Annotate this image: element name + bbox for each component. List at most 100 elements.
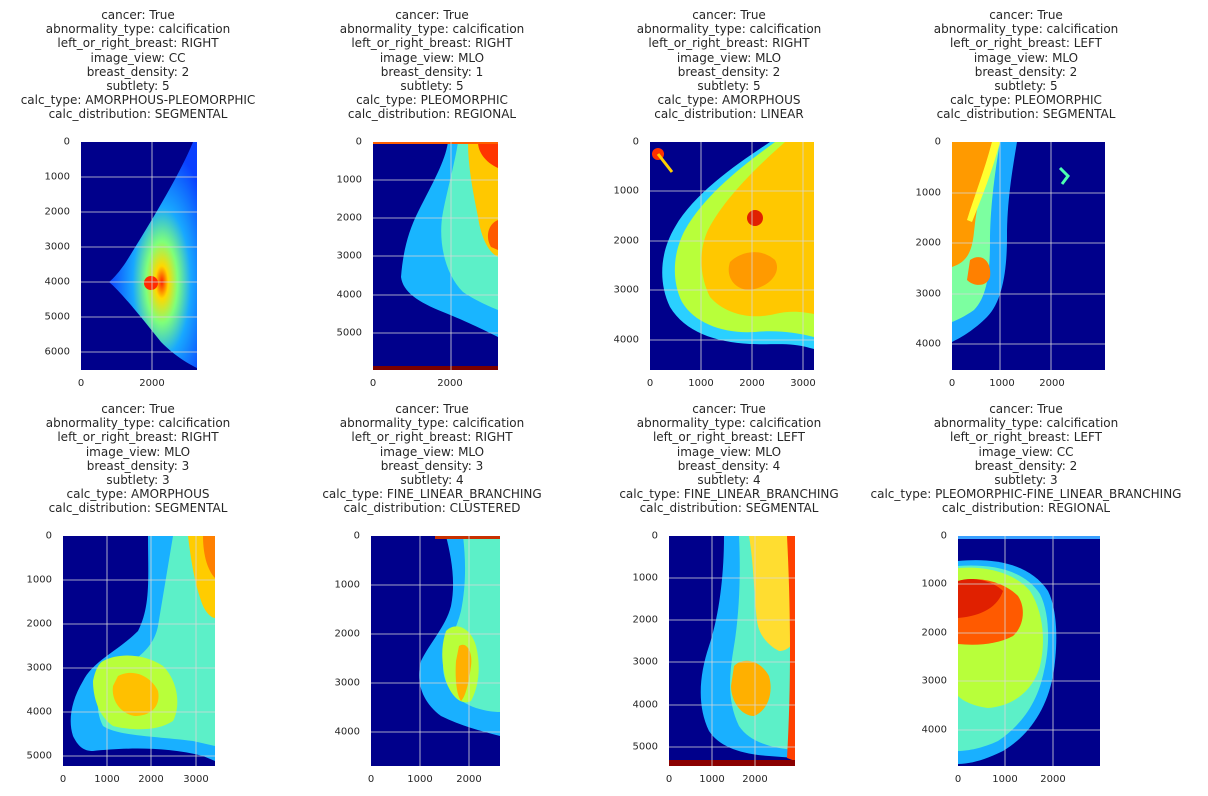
y-tick-label: 1000	[915, 187, 941, 199]
title-line: cancer: True	[395, 8, 469, 22]
title-line: abnormality_type: calcification	[933, 416, 1119, 431]
title-line: left_or_right_breast: RIGHT	[351, 36, 513, 51]
y-tick-label: 2000	[44, 206, 70, 218]
y-tick-label: 0	[353, 530, 360, 542]
title-line: left_or_right_breast: RIGHT	[351, 430, 513, 445]
title-line: calc_distribution: CLUSTERED	[343, 501, 521, 516]
y-tick-label: 5000	[44, 311, 70, 323]
y-tick-label: 1000	[336, 174, 362, 186]
title-line: calc_distribution: REGIONAL	[347, 107, 517, 122]
title-line: image_view: CC	[90, 50, 186, 65]
title-line: calc_distribution: REGIONAL	[941, 501, 1111, 516]
title-line: cancer: True	[101, 402, 175, 416]
x-tick-label: 0	[77, 378, 85, 389]
title-line: calc_type: PLEOMORPHIC-FINE_LINEAR_BRANC…	[870, 487, 1182, 502]
y-tick-label: 3000	[44, 241, 70, 253]
x-tick-label: 1000	[992, 774, 1018, 785]
y-tick-label: 2000	[334, 628, 360, 640]
title-line: calc_type: AMORPHOUS	[66, 487, 210, 502]
title-line: subtlety: 5	[106, 79, 170, 94]
mammogram-image	[650, 142, 814, 370]
title-line: abnormality_type: calcification	[45, 22, 231, 37]
y-tick-label: 4000	[334, 726, 360, 738]
y-tick-label: 0	[45, 530, 52, 542]
mammogram-image	[373, 142, 498, 370]
y-tick-label: 1000	[632, 572, 658, 584]
y-tick-label: 3000	[336, 250, 362, 262]
title-line: calc_distribution: SEGMENTAL	[639, 501, 819, 516]
title-line: breast_density: 2	[974, 64, 1078, 79]
title-line: abnormality_type: calcification	[636, 416, 822, 431]
y-tick-label: 3000	[921, 675, 947, 687]
title-line: cancer: True	[989, 8, 1063, 22]
mammogram-image	[669, 536, 795, 766]
x-tick-label: 0	[59, 774, 67, 785]
title-line: calc_distribution: SEGMENTAL	[48, 107, 228, 122]
title-line: calc_type: AMORPHOUS-PLEOMORPHIC	[20, 93, 256, 108]
y-tick-label: 1000	[613, 185, 639, 197]
title-line: left_or_right_breast: LEFT	[652, 430, 806, 445]
y-tick-label: 5000	[632, 741, 658, 753]
y-tick-label: 6000	[44, 346, 70, 358]
y-tick-label: 1000	[921, 578, 947, 590]
title-line: cancer: True	[395, 402, 469, 416]
y-tick-label: 3000	[334, 677, 360, 689]
x-tick-label: 1000	[699, 774, 725, 785]
title-line: breast_density: 2	[974, 458, 1078, 473]
title-line: breast_density: 2	[86, 64, 190, 79]
y-tick-label: 3000	[26, 662, 52, 674]
title-line: breast_density: 2	[677, 64, 781, 79]
subplot-title: cancer: True abnormality_type: calcifica…	[21, 8, 256, 122]
title-line: image_view: MLO	[676, 50, 782, 65]
y-tick-label: 2000	[26, 618, 52, 630]
y-tick-label: 4000	[336, 289, 362, 301]
y-tick-label: 5000	[26, 750, 52, 762]
title-line: abnormality_type: calcification	[45, 416, 231, 431]
x-tick-label: 2000	[1039, 378, 1065, 389]
x-tick-label: 2000	[742, 774, 768, 785]
y-tick-label: 4000	[26, 706, 52, 718]
y-tick-label: 2000	[632, 614, 658, 626]
x-tick-label: 1000	[94, 774, 120, 785]
y-tick-label: 4000	[613, 334, 639, 346]
y-tick-label: 4000	[915, 338, 941, 350]
x-tick-label: 0	[954, 774, 962, 785]
x-tick-label: 2000	[1040, 774, 1066, 785]
y-tick-label: 4000	[44, 276, 70, 288]
subplot-title: cancer: True abnormality_type: calcifica…	[322, 402, 541, 516]
x-tick-label: 1000	[407, 774, 433, 785]
x-tick-label: 0	[367, 774, 375, 785]
mammogram-image	[371, 536, 500, 766]
title-line: breast_density: 1	[380, 64, 484, 79]
x-tick-label: 2000	[739, 378, 765, 389]
title-line: subtlety: 4	[400, 473, 464, 488]
x-tick-label: 2000	[139, 378, 165, 389]
y-tick-label: 2000	[613, 235, 639, 247]
title-line: calc_type: PLEOMORPHIC	[950, 93, 1102, 108]
y-tick-label: 0	[632, 136, 639, 148]
subplot-title: cancer: True abnormality_type: calcifica…	[637, 8, 822, 122]
title-line: image_view: CC	[978, 444, 1074, 459]
title-line: calc_type: FINE_LINEAR_BRANCHING	[619, 487, 839, 502]
title-line: image_view: MLO	[85, 444, 191, 459]
x-tick-label: 3000	[790, 378, 816, 389]
x-tick-label: 1000	[688, 378, 714, 389]
title-line: abnormality_type: calcification	[339, 416, 525, 431]
title-line: calc_type: AMORPHOUS	[657, 93, 801, 108]
subplot-title: cancer: True abnormality_type: calcifica…	[871, 402, 1182, 516]
subplot-title: cancer: True abnormality_type: calcifica…	[619, 402, 838, 516]
title-line: image_view: MLO	[379, 444, 485, 459]
y-tick-label: 1000	[334, 579, 360, 591]
title-line: image_view: MLO	[379, 50, 485, 65]
title-line: abnormality_type: calcification	[339, 22, 525, 37]
title-line: subtlety: 3	[994, 473, 1058, 488]
title-line: subtlety: 5	[697, 79, 761, 94]
y-tick-label: 1000	[44, 171, 70, 183]
x-tick-label: 0	[948, 378, 956, 389]
title-line: cancer: True	[692, 8, 766, 22]
x-tick-label: 2000	[437, 378, 463, 389]
title-line: abnormality_type: calcification	[636, 22, 822, 37]
title-line: subtlety: 4	[697, 473, 761, 488]
title-line: cancer: True	[692, 402, 766, 416]
y-tick-label: 2000	[921, 627, 947, 639]
